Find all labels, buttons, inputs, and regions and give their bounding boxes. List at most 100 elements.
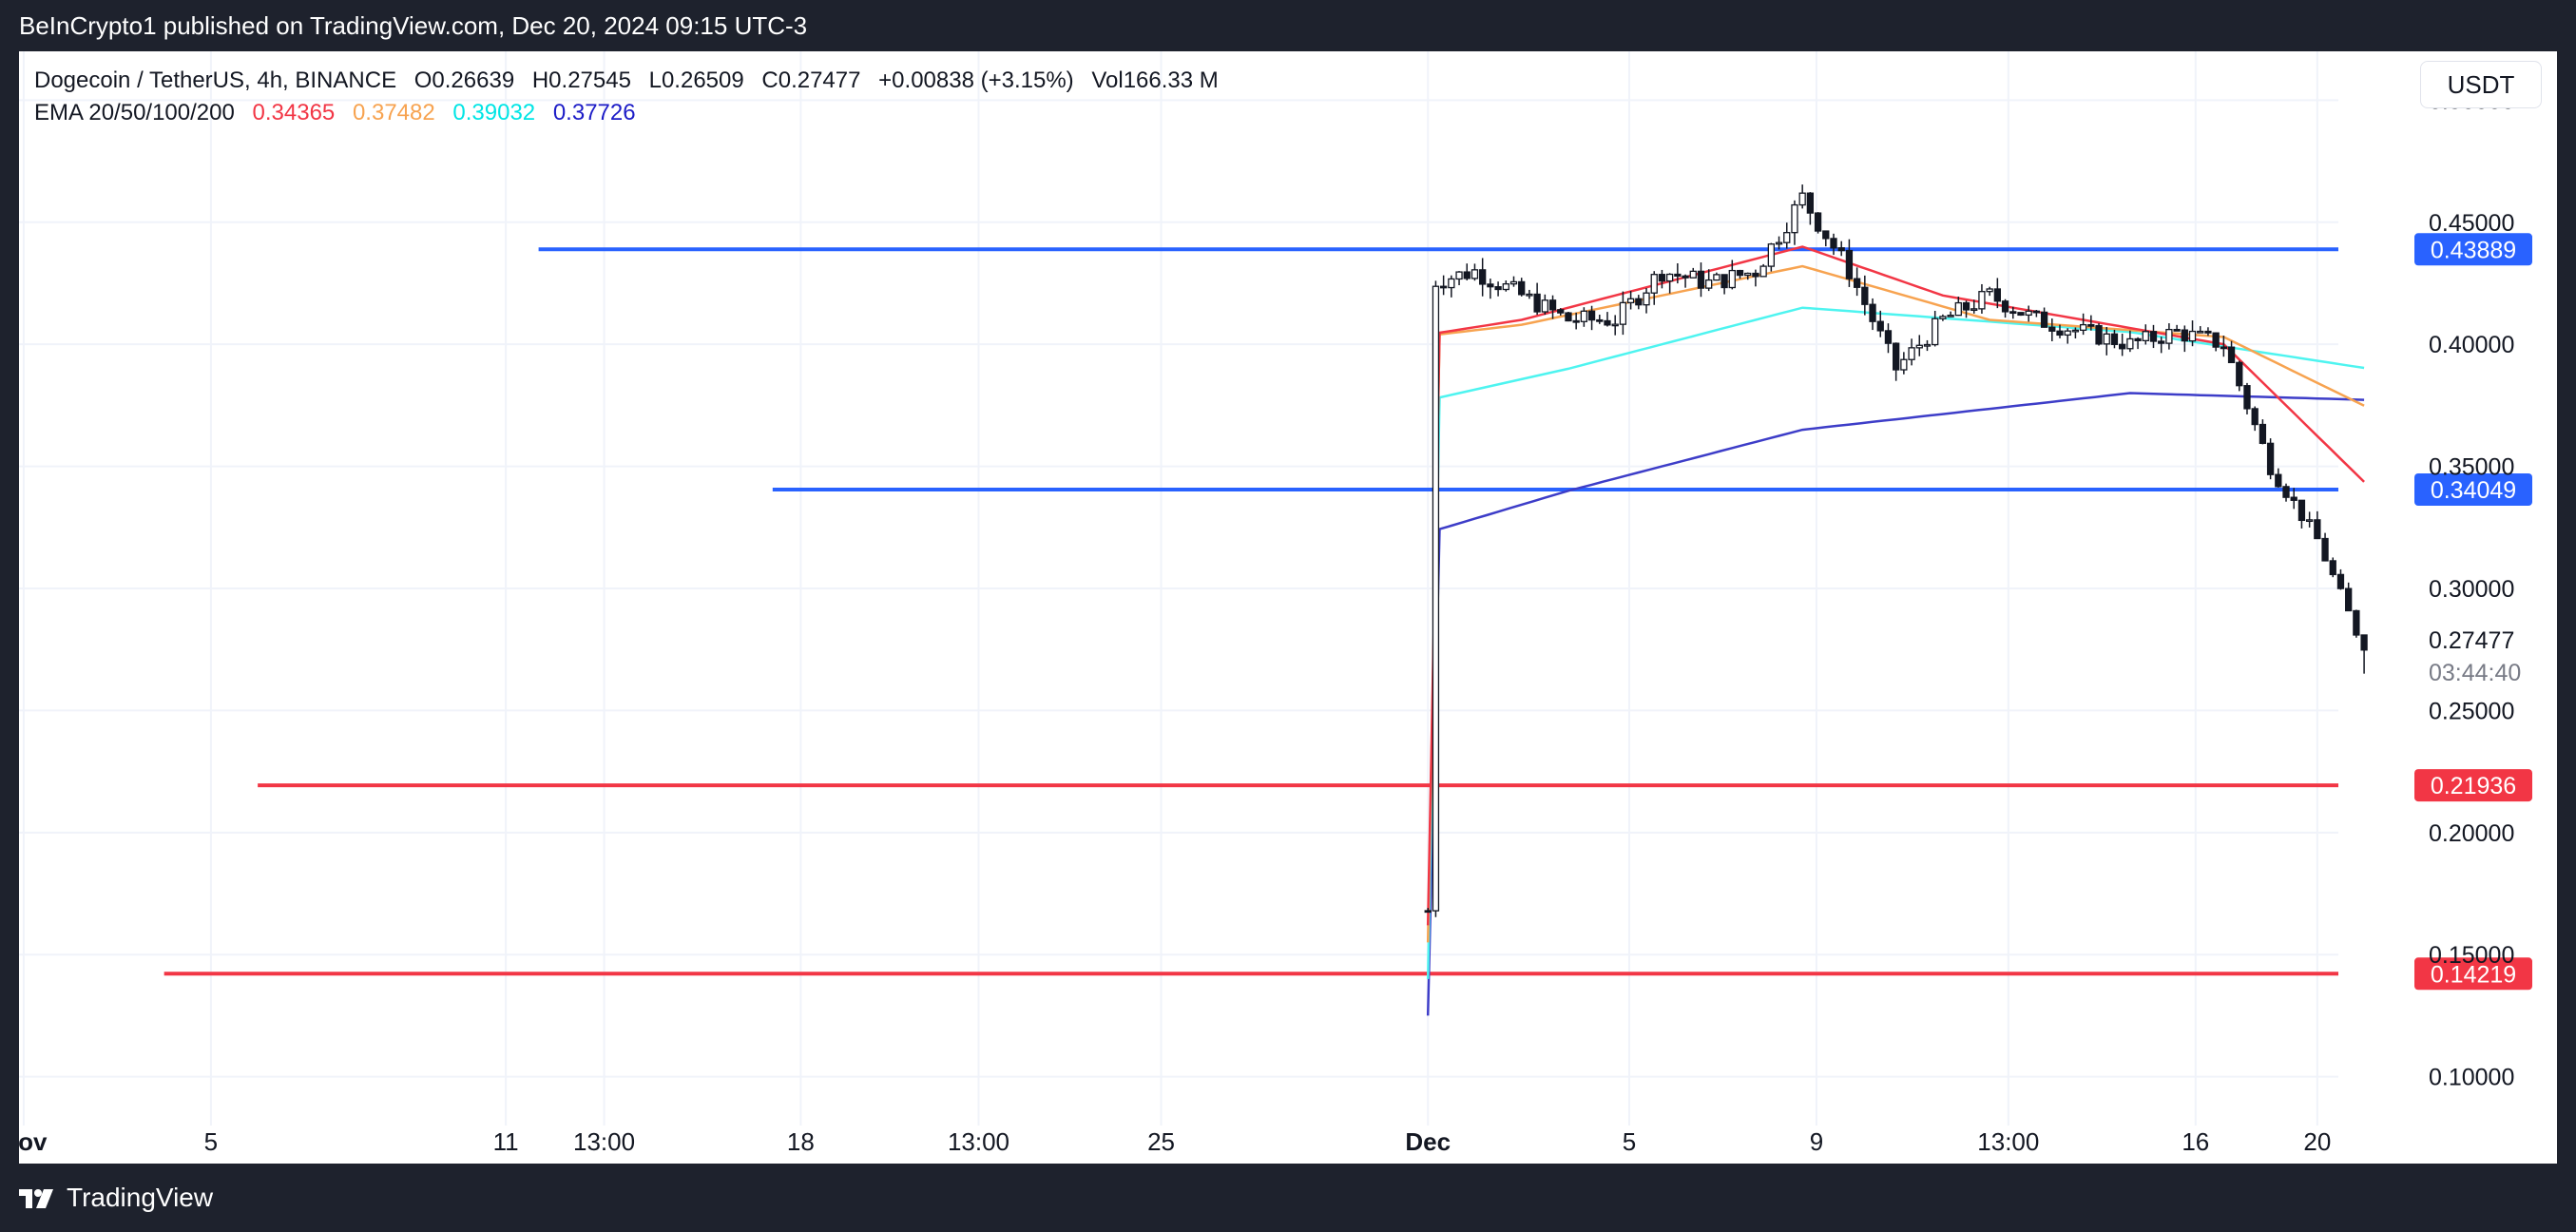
ema-row: EMA 20/50/100/200 0.34365 0.37482 0.3903… <box>34 97 1241 129</box>
time-tick-label: 25 <box>1147 1127 1175 1156</box>
candle-body <box>1767 243 1775 267</box>
candle-body <box>2259 423 2267 444</box>
candle-body <box>1947 315 1954 318</box>
open-value: O0.26639 <box>413 67 515 93</box>
candle-body <box>2282 486 2290 498</box>
candle-body <box>2212 332 2220 348</box>
change-value: +0.00838 (+3.15%) <box>878 67 1074 93</box>
chart-frame[interactable]: 0.43889 0.34049 0.21936 0.14219 0.10000 0.15… <box>19 51 2557 1164</box>
ema20-line <box>1426 245 2365 926</box>
candle-body <box>1502 283 1509 291</box>
candle-body <box>1548 299 1557 311</box>
tradingview-wordmark: TradingView <box>67 1183 214 1212</box>
candle-body <box>1869 303 1876 322</box>
candle-body <box>1650 274 1658 294</box>
candle-body <box>1518 280 1526 296</box>
published-text: BeInCrypto1 published on TradingView.com… <box>19 11 808 40</box>
candle-body <box>2048 326 2056 332</box>
candle-body <box>2009 311 2017 315</box>
candle-body <box>2329 560 2336 576</box>
candle-body <box>1736 269 1744 277</box>
candle-body <box>2266 442 2275 475</box>
published-banner: BeInCrypto1 published on TradingView.com… <box>0 0 2576 51</box>
candle-body <box>1689 270 1697 279</box>
candle-body <box>1526 293 1533 297</box>
candle-body <box>1775 241 1783 245</box>
price-tick-label: 0.45000 <box>2429 210 2514 237</box>
candle-body <box>1783 232 1791 243</box>
candle-body <box>1509 280 1518 285</box>
candle-body <box>2353 609 2360 636</box>
time-tick-label: 5 <box>204 1127 218 1156</box>
candle-body <box>1759 265 1767 278</box>
ema-label[interactable]: EMA 20/50/100/200 <box>34 100 235 125</box>
ohlc-row: Dogecoin / TetherUS, 4h, BINANCE O0.2663… <box>34 65 1241 97</box>
candle-body <box>1923 343 1932 347</box>
candle-body <box>2336 573 2345 589</box>
candle-body <box>1900 358 1908 371</box>
candle-body <box>1893 342 1900 371</box>
volume-label: Vol <box>1091 67 1124 93</box>
candles <box>1424 184 2368 917</box>
candle-body <box>1479 269 1487 285</box>
last-price-label: 0.27477 <box>2429 627 2514 654</box>
symbol-label[interactable]: Dogecoin / TetherUS, 4h, BINANCE <box>34 67 397 93</box>
candle-body <box>1861 286 1869 305</box>
candle-body <box>1806 192 1815 214</box>
level-label: 0.34049 <box>2431 477 2516 504</box>
tradingview-icon <box>19 1189 53 1208</box>
level-tag <box>2414 957 2532 991</box>
candle-body <box>2173 328 2181 332</box>
price-chart[interactable]: 0.43889 0.34049 0.21936 0.14219 0.10000 0.15… <box>19 51 2557 1164</box>
tradingview-logo[interactable]: TradingView <box>19 1183 213 1213</box>
candle-body <box>1791 203 1798 234</box>
price-tick-label: 0.35000 <box>2429 454 2514 481</box>
candle-body <box>1643 292 1650 306</box>
time-tick-label: 11 <box>493 1127 519 1156</box>
time-tick-label: 9 <box>1810 1127 1823 1156</box>
candle-body <box>1565 312 1572 322</box>
close-value: C0.27477 <box>761 67 861 93</box>
candle-body <box>1448 278 1455 289</box>
candle-body <box>2297 499 2306 522</box>
level-label: 0.43889 <box>2431 237 2516 263</box>
candle-body <box>2126 337 2134 350</box>
candle-body <box>1533 293 1541 313</box>
time-tick-label: 5 <box>1623 1127 1636 1156</box>
currency-button[interactable]: USDT <box>2420 61 2542 108</box>
candle-body <box>2134 337 2142 342</box>
ema20-value: 0.34365 <box>252 100 336 125</box>
candle-body <box>1674 273 1682 277</box>
candle-body <box>2197 330 2204 334</box>
candle-body <box>1580 310 1588 322</box>
candle-body <box>1665 273 1674 282</box>
high-value: H0.27545 <box>531 67 631 93</box>
candle-body <box>2017 312 2025 317</box>
candle-body <box>1876 320 1884 332</box>
candle-body <box>1822 230 1830 240</box>
volume-number: 166.33 M <box>1123 67 1219 93</box>
candle-body <box>2056 330 2064 337</box>
candle-body <box>1705 279 1713 289</box>
price-tick-label: 0.15000 <box>2429 942 2514 969</box>
candle-body <box>1798 192 1806 206</box>
candle-body <box>2321 537 2329 562</box>
candle-body <box>1962 301 1970 311</box>
candle-body <box>1830 238 1837 249</box>
candle-body <box>1837 247 1845 252</box>
countdown-label: 03:44:40 <box>2429 660 2521 686</box>
grid <box>19 51 2338 1126</box>
time-tick-label: 13:00 <box>573 1127 635 1156</box>
price-tick-label: 0.20000 <box>2429 820 2514 847</box>
level-tag <box>2414 769 2532 802</box>
candle-body <box>1986 288 1993 293</box>
candle-body <box>1728 269 1736 289</box>
candle-body <box>2220 346 2228 350</box>
footer: TradingView <box>0 1164 2576 1232</box>
candle-body <box>1487 283 1494 288</box>
candle-body <box>1954 301 1962 317</box>
candle-body <box>2305 519 2314 523</box>
price-axis: 0.10000 0.15000 0.20000 0.25000 0.30000 0.350… <box>2429 87 2521 1090</box>
candle-body <box>1993 288 2001 302</box>
time-tick-label: 13:00 <box>1977 1127 2039 1156</box>
